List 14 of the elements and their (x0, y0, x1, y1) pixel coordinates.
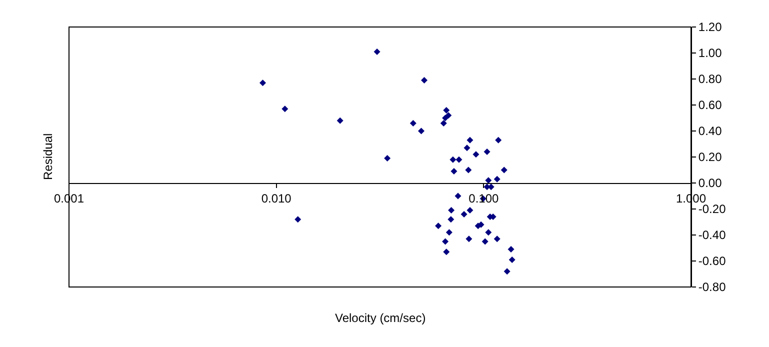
y-tick-label: 0.60 (698, 98, 722, 112)
y-tick-label: 0.40 (698, 124, 722, 138)
y-tick-label: -0.40 (698, 228, 726, 242)
y-tick-label: -0.60 (698, 254, 726, 268)
y-tick-label: 1.20 (698, 20, 722, 34)
y-tick-label: 1.00 (698, 46, 722, 60)
y-tick-label: 0.80 (698, 72, 722, 86)
y-axis-title: Residual (41, 133, 55, 180)
x-axis-title: Velocity (cm/sec) (335, 311, 426, 325)
y-tick-label: -0.20 (698, 202, 726, 216)
y-tick-label: 0.00 (698, 176, 722, 190)
x-tick-label: 0.010 (261, 191, 292, 206)
y-tick-label: -0.80 (698, 280, 726, 294)
y-tick-label: 0.20 (698, 150, 722, 164)
